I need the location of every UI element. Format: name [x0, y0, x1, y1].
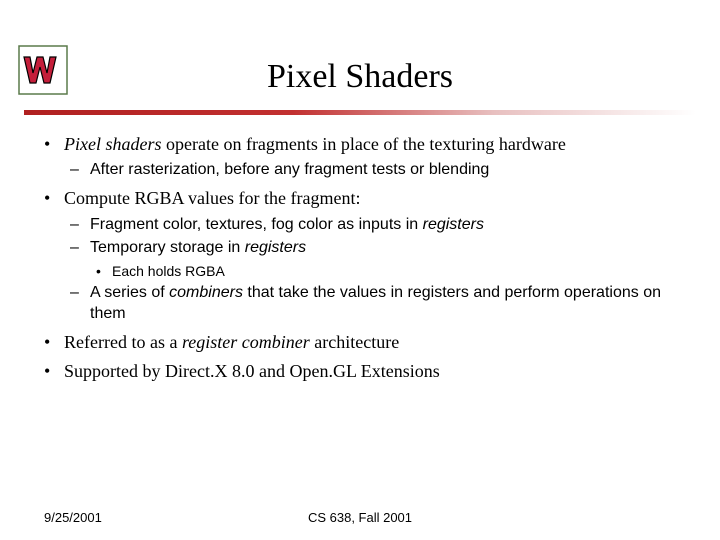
bullet-2-sub-2-sub-1: Each holds RGBA	[90, 262, 678, 280]
bullet-1-sub-1: After rasterization, before any fragment…	[64, 160, 678, 181]
slide-content: Pixel shaders operate on fragments in pl…	[0, 115, 720, 384]
bullet-2-sub-1: Fragment color, textures, fog color as i…	[64, 215, 678, 236]
slide-title: Pixel Shaders	[0, 0, 720, 110]
bullet-1-rest: operate on fragments in place of the tex…	[161, 134, 565, 154]
bullet-2: Compute RGBA values for the fragment: Fr…	[42, 187, 678, 325]
bullet-2-sub-3: A series of combiners that take the valu…	[64, 283, 678, 325]
logo-badge	[18, 45, 68, 95]
bullet-4: Supported by Direct.X 8.0 and Open.GL Ex…	[42, 360, 678, 383]
footer-course: CS 638, Fall 2001	[0, 510, 720, 525]
bullet-2-sub-2: Temporary storage in registers Each hold…	[64, 238, 678, 280]
bullet-2-text: Compute RGBA values for the fragment:	[64, 188, 360, 208]
bullet-3: Referred to as a register combiner archi…	[42, 331, 678, 354]
bullet-1: Pixel shaders operate on fragments in pl…	[42, 133, 678, 181]
bullet-1-lead: Pixel shaders	[64, 134, 161, 154]
